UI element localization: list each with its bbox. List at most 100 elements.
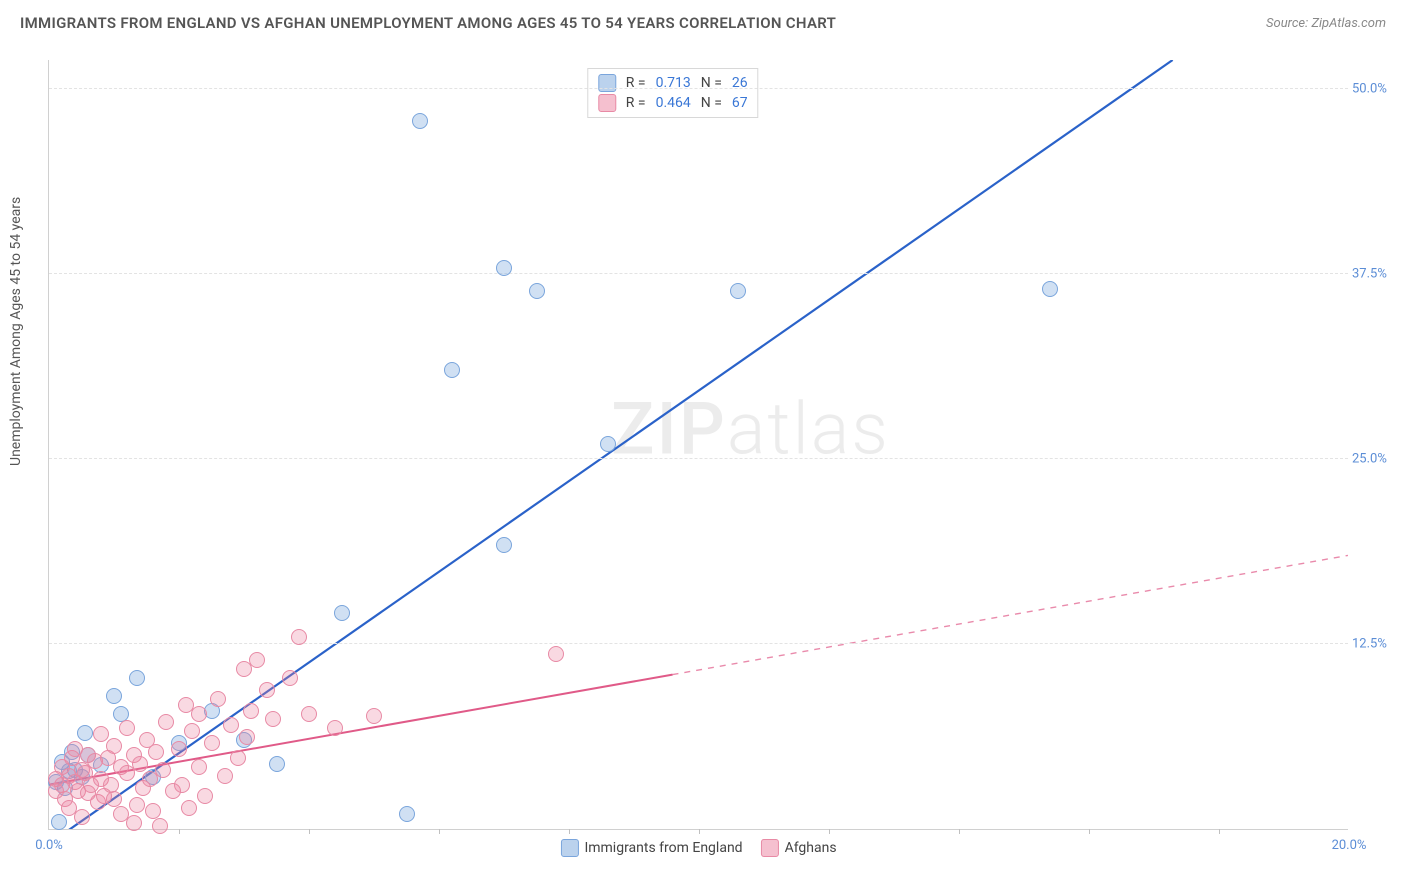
- x-tick-minor: [1219, 829, 1220, 834]
- swatch-blue: [598, 74, 616, 92]
- point-afghan: [148, 744, 164, 760]
- source-attribution: Source: ZipAtlas.com: [1266, 16, 1386, 31]
- swatch-pink: [598, 94, 616, 112]
- gridline-h: [49, 643, 1348, 644]
- point-england: [444, 362, 460, 378]
- trend-line-dashed: [673, 555, 1348, 674]
- y-tick-label: 50.0%: [1352, 81, 1402, 96]
- point-afghan: [119, 720, 135, 736]
- legend-row-pink: R = 0.464 N = 67: [598, 93, 748, 113]
- x-tick-label: 20.0%: [1332, 838, 1367, 853]
- point-england: [496, 260, 512, 276]
- chart-header: IMMIGRANTS FROM ENGLAND VS AFGHAN UNEMPL…: [0, 0, 1406, 40]
- point-afghan: [103, 777, 119, 793]
- plot-area: ZIPatlas R = 0.713 N = 26 R = 0.464 N = …: [48, 60, 1348, 830]
- gridline-h: [49, 458, 1348, 459]
- point-england: [412, 113, 428, 129]
- point-england: [496, 537, 512, 553]
- point-england: [399, 806, 415, 822]
- point-england: [1042, 281, 1058, 297]
- point-england: [730, 283, 746, 299]
- series-legend: Immigrants from England Afghans: [560, 839, 836, 857]
- y-tick-label: 25.0%: [1352, 451, 1402, 466]
- point-afghan: [197, 788, 213, 804]
- point-afghan: [249, 652, 265, 668]
- x-tick-minor: [569, 829, 570, 834]
- x-tick-minor: [179, 829, 180, 834]
- point-afghan: [243, 703, 259, 719]
- n-label: N =: [701, 95, 722, 111]
- gridline-h: [49, 273, 1348, 274]
- point-england: [51, 814, 67, 830]
- r-value-pink: 0.464: [656, 95, 691, 111]
- swatch-pink: [761, 839, 779, 857]
- chart-container: Unemployment Among Ages 45 to 54 years Z…: [0, 46, 1406, 892]
- point-afghan: [93, 726, 109, 742]
- x-tick-minor: [699, 829, 700, 834]
- legend-row-blue: R = 0.713 N = 26: [598, 73, 748, 93]
- point-england: [600, 436, 616, 452]
- point-england: [334, 605, 350, 621]
- x-tick-minor: [309, 829, 310, 834]
- point-afghan: [239, 729, 255, 745]
- point-england: [106, 688, 122, 704]
- point-afghan: [327, 720, 343, 736]
- point-afghan: [158, 714, 174, 730]
- watermark: ZIPatlas: [611, 387, 890, 472]
- y-tick-label: 12.5%: [1352, 636, 1402, 651]
- swatch-blue: [560, 839, 578, 857]
- source-prefix: Source:: [1266, 16, 1311, 31]
- point-afghan: [291, 629, 307, 645]
- y-axis-label: Unemployment Among Ages 45 to 54 years: [8, 197, 24, 466]
- point-england: [269, 756, 285, 772]
- point-afghan: [548, 646, 564, 662]
- point-afghan: [171, 741, 187, 757]
- x-tick-minor: [1089, 829, 1090, 834]
- point-afghan: [366, 708, 382, 724]
- chart-title: IMMIGRANTS FROM ENGLAND VS AFGHAN UNEMPL…: [20, 14, 836, 32]
- x-tick-minor: [439, 829, 440, 834]
- point-afghan: [259, 682, 275, 698]
- n-value-pink: 67: [732, 95, 748, 111]
- watermark-thin: atlas: [727, 387, 890, 472]
- x-tick-minor: [959, 829, 960, 834]
- point-afghan: [181, 800, 197, 816]
- point-afghan: [223, 717, 239, 733]
- point-england: [529, 283, 545, 299]
- point-afghan: [155, 762, 171, 778]
- x-tick-minor: [829, 829, 830, 834]
- point-afghan: [106, 791, 122, 807]
- point-afghan: [152, 818, 168, 834]
- legend-label-blue: Immigrants from England: [584, 840, 742, 856]
- gridline-h: [49, 88, 1348, 89]
- point-afghan: [145, 803, 161, 819]
- point-afghan: [132, 756, 148, 772]
- point-afghan: [265, 711, 281, 727]
- legend-item-blue: Immigrants from England: [560, 839, 742, 857]
- point-afghan: [106, 738, 122, 754]
- point-afghan: [204, 735, 220, 751]
- point-afghan: [191, 759, 207, 775]
- point-afghan: [174, 777, 190, 793]
- point-afghan: [210, 691, 226, 707]
- point-afghan: [126, 815, 142, 831]
- point-england: [113, 706, 129, 722]
- point-afghan: [217, 768, 233, 784]
- legend-label-pink: Afghans: [785, 840, 837, 856]
- point-afghan: [301, 706, 317, 722]
- y-tick-label: 37.5%: [1352, 266, 1402, 281]
- watermark-bold: ZIP: [611, 387, 727, 472]
- r-label: R =: [626, 95, 646, 111]
- point-afghan: [191, 706, 207, 722]
- legend-item-pink: Afghans: [761, 839, 837, 857]
- point-afghan: [230, 750, 246, 766]
- x-tick-label: 0.0%: [35, 838, 63, 853]
- point-afghan: [282, 670, 298, 686]
- point-england: [77, 725, 93, 741]
- point-england: [129, 670, 145, 686]
- point-afghan: [129, 797, 145, 813]
- point-afghan: [74, 809, 90, 825]
- source-name: ZipAtlas.com: [1311, 16, 1386, 31]
- point-afghan: [184, 723, 200, 739]
- correlation-legend: R = 0.713 N = 26 R = 0.464 N = 67: [587, 68, 759, 118]
